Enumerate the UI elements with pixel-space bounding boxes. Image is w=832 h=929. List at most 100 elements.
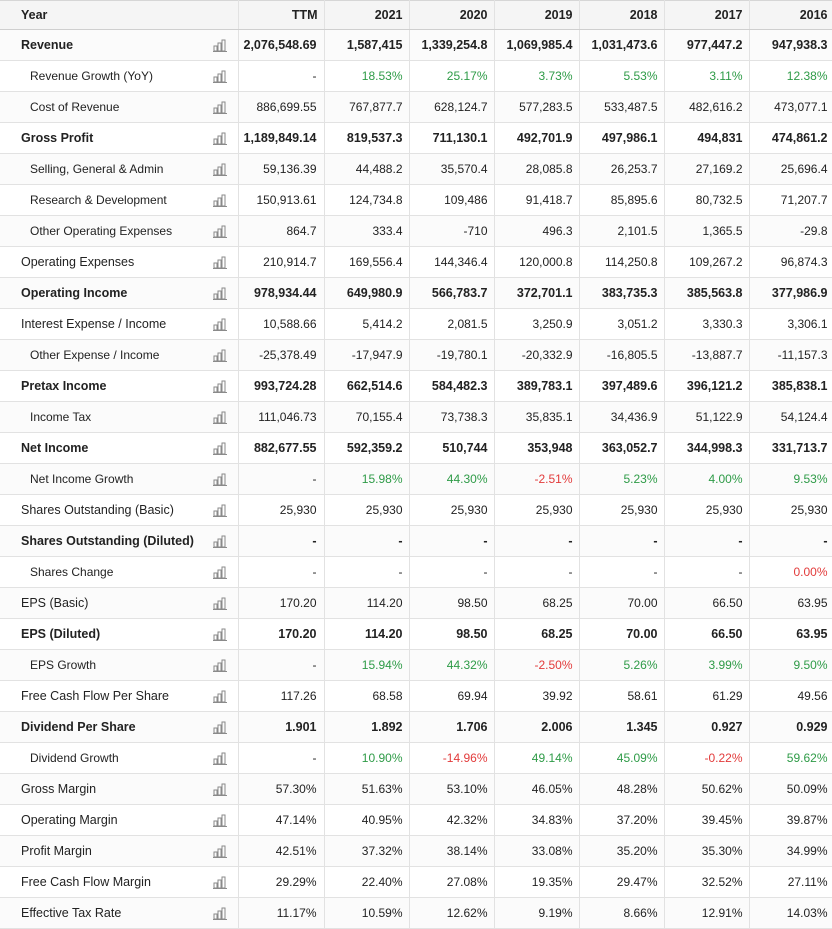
chart-button[interactable] [202, 680, 239, 712]
chart-button[interactable] [202, 525, 239, 557]
column-header-2021[interactable]: 2021 [324, 0, 410, 30]
bar-chart-icon [212, 132, 227, 146]
cell-2020: 510,744 [409, 432, 495, 464]
column-header-year[interactable]: Year [0, 0, 202, 30]
row-label: Other Operating Expenses [0, 215, 202, 247]
column-header-2019[interactable]: 2019 [494, 0, 580, 30]
column-header-2020[interactable]: 2020 [409, 0, 495, 30]
cell-2016: -29.8 [749, 215, 832, 247]
cell-ttm: 29.29% [238, 866, 325, 898]
chart-button[interactable] [202, 277, 239, 309]
bar-chart-icon [212, 256, 227, 270]
cell-2019: 34.83% [494, 804, 580, 836]
cell-2017: -13,887.7 [664, 339, 750, 371]
chart-button[interactable] [202, 339, 239, 371]
bar-chart-icon [212, 287, 227, 301]
chart-button[interactable] [202, 711, 239, 743]
chart-button[interactable] [202, 432, 239, 464]
chart-button[interactable] [202, 153, 239, 185]
column-header-2018[interactable]: 2018 [579, 0, 665, 30]
cell-2021: 15.98% [324, 463, 410, 495]
cell-2017: 494,831 [664, 122, 750, 154]
cell-2016: 63.95 [749, 587, 832, 619]
chart-button[interactable] [202, 463, 239, 495]
cell-2018: 37.20% [579, 804, 665, 836]
cell-2016: 54,124.4 [749, 401, 832, 433]
column-header-2016[interactable]: 2016 [749, 0, 832, 30]
cell-ttm: 59,136.39 [238, 153, 325, 185]
cell-2016: 49.56 [749, 680, 832, 712]
cell-2017: 12.91% [664, 897, 750, 929]
cell-ttm: - [238, 463, 325, 495]
table-row-operating-expenses: Operating Expenses 210,914.7 169,556.4 144,… [0, 246, 832, 278]
cell-2019: 389,783.1 [494, 370, 580, 402]
chart-button[interactable] [202, 60, 239, 92]
chart-button[interactable] [202, 29, 239, 61]
cell-2018: 397,489.6 [579, 370, 665, 402]
row-label: Interest Expense / Income [0, 308, 202, 340]
cell-2020: 44.32% [409, 649, 495, 681]
cell-2020: 38.14% [409, 835, 495, 867]
cell-2017: 50.62% [664, 773, 750, 805]
bar-chart-icon [212, 225, 227, 239]
column-header-2017[interactable]: 2017 [664, 0, 750, 30]
cell-2019: - [494, 556, 580, 588]
chart-button[interactable] [202, 866, 239, 898]
cell-2021: 40.95% [324, 804, 410, 836]
cell-2019: 3.73% [494, 60, 580, 92]
table-row-eps-growth: EPS Growth -15.94% 44.32% -2.50% 5.26% 3.99% 9… [0, 649, 832, 681]
column-header-ttm[interactable]: TTM [238, 0, 325, 30]
chart-button[interactable] [202, 215, 239, 247]
chart-button[interactable] [202, 556, 239, 588]
chart-button[interactable] [202, 742, 239, 774]
chart-button[interactable] [202, 649, 239, 681]
cell-2016: 63.95 [749, 618, 832, 650]
cell-2017: 344,998.3 [664, 432, 750, 464]
cell-2021: 68.58 [324, 680, 410, 712]
chart-button[interactable] [202, 897, 239, 929]
chart-button[interactable] [202, 91, 239, 123]
cell-2020: 53.10% [409, 773, 495, 805]
chart-button[interactable] [202, 494, 239, 526]
cell-2021: 70,155.4 [324, 401, 410, 433]
cell-ttm: 25,930 [238, 494, 325, 526]
cell-ttm: 170.20 [238, 618, 325, 650]
row-label: Operating Margin [0, 804, 202, 836]
row-label: Revenue Growth (YoY) [0, 60, 202, 92]
cell-2016: 473,077.1 [749, 91, 832, 123]
table-row-effective-tax-rate: Effective Tax Rate 11.17% 10.59% 12.62% 9.19… [0, 897, 832, 929]
table-row-shares-change: Shares Change - - - - - -0.00% [0, 556, 832, 588]
cell-2020: - [409, 556, 495, 588]
cell-2020: 2,081.5 [409, 308, 495, 340]
chart-button[interactable] [202, 122, 239, 154]
chart-button[interactable] [202, 587, 239, 619]
bar-chart-icon [212, 380, 227, 394]
cell-2018: 5.23% [579, 463, 665, 495]
table-row-dividend-per-share: Dividend Per Share 1.901 1.892 1.706 2.006 1.… [0, 711, 832, 743]
chart-button[interactable] [202, 773, 239, 805]
chart-button[interactable] [202, 835, 239, 867]
cell-2017: 35.30% [664, 835, 750, 867]
cell-2020: 584,482.3 [409, 370, 495, 402]
cell-ttm: 1.901 [238, 711, 325, 743]
cell-2019: 33.08% [494, 835, 580, 867]
bar-chart-icon [212, 194, 227, 208]
cell-2018: 29.47% [579, 866, 665, 898]
cell-2019: 19.35% [494, 866, 580, 898]
chart-button[interactable] [202, 804, 239, 836]
bar-chart-icon [212, 39, 227, 53]
chart-button[interactable] [202, 246, 239, 278]
cell-2016: 25,930 [749, 494, 832, 526]
table-row-free-cash-flow-per-share: Free Cash Flow Per Share 117.26 68.58 69.94… [0, 680, 832, 712]
cell-2021: 22.40% [324, 866, 410, 898]
chart-button[interactable] [202, 308, 239, 340]
cell-2016: 50.09% [749, 773, 832, 805]
cell-2021: 51.63% [324, 773, 410, 805]
row-label: Free Cash Flow Per Share [0, 680, 202, 712]
cell-2018: 48.28% [579, 773, 665, 805]
chart-button[interactable] [202, 370, 239, 402]
chart-button[interactable] [202, 184, 239, 216]
chart-button[interactable] [202, 618, 239, 650]
chart-button[interactable] [202, 401, 239, 433]
cell-2019: -2.50% [494, 649, 580, 681]
